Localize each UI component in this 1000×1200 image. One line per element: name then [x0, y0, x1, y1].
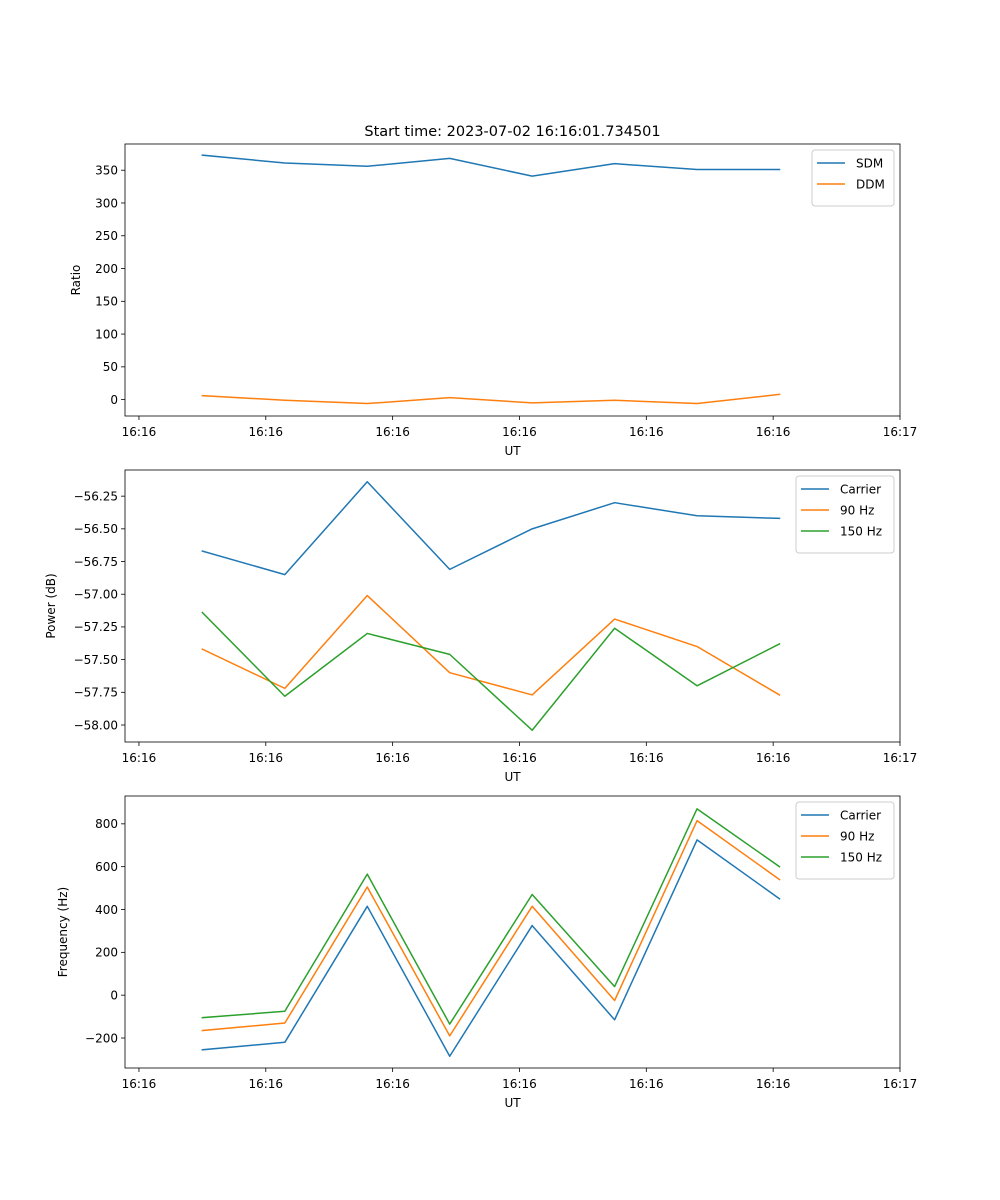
series-line-150-hz	[201, 611, 781, 731]
panel-1: 16:16 16:16 16:16 16:16 16:16 16:16 16:17 0 50 10…	[69, 143, 918, 458]
legend-box	[811, 149, 895, 207]
legend: Carrier 90 Hz 150 Hz	[795, 801, 895, 880]
legend-label: 90 Hz	[840, 830, 874, 844]
y-tick-label: 50	[103, 360, 118, 374]
y-tick-label: 400	[95, 903, 118, 917]
x-tick-label: 16:16	[756, 751, 791, 765]
y-tick-label: 800	[95, 817, 118, 831]
x-tick-label: 16:16	[502, 1077, 537, 1091]
series-line-90-hz	[201, 819, 781, 1037]
legend-label: Carrier	[840, 809, 881, 823]
x-tick-label: 16:16	[122, 751, 157, 765]
legend-label: Carrier	[840, 483, 881, 497]
y-tick-label: 600	[95, 860, 118, 874]
y-tick-label: −58.00	[74, 718, 118, 732]
y-tick-label: 200	[95, 262, 118, 276]
x-axis-label: UT	[504, 1096, 521, 1110]
x-tick-label: 16:16	[629, 425, 664, 439]
y-tick-label: −57.50	[74, 653, 118, 667]
legend-box	[795, 475, 895, 554]
x-tick-label: 16:16	[502, 751, 537, 765]
y-tick-label: 200	[95, 946, 118, 960]
series-line-carrier	[201, 481, 781, 576]
y-tick-label: −56.25	[74, 489, 118, 503]
x-tick-label: 16:16	[629, 1077, 664, 1091]
x-tick-label: 16:17	[883, 1077, 918, 1091]
legend-label: 150 Hz	[840, 525, 882, 539]
y-tick-label: 350	[95, 164, 118, 178]
x-tick-label: 16:16	[122, 1077, 157, 1091]
x-tick-label: 16:16	[502, 425, 537, 439]
series-line-90-hz	[201, 594, 781, 696]
x-tick-label: 16:16	[375, 751, 410, 765]
y-tick-label: −57.00	[74, 588, 118, 602]
x-tick-label: 16:16	[375, 1077, 410, 1091]
legend-label: SDM	[856, 157, 883, 171]
y-tick-label: −200	[85, 1031, 118, 1045]
y-tick-label: 100	[95, 327, 118, 341]
x-tick-label: 16:16	[248, 425, 283, 439]
y-tick-label: 0	[110, 393, 118, 407]
x-tick-label: 16:16	[248, 751, 283, 765]
legend-box	[795, 801, 895, 880]
x-tick-label: 16:16	[756, 1077, 791, 1091]
y-tick-label: 300	[95, 196, 118, 210]
panel-3: 16:16 16:16 16:16 16:16 16:16 16:16 16:17 −200 0…	[56, 795, 918, 1110]
series-line-ddm	[201, 393, 781, 405]
y-axis-label: Power (dB)	[44, 573, 58, 638]
x-tick-label: 16:16	[629, 751, 664, 765]
chart-title: Start time: 2023-07-02 16:16:01.734501	[364, 124, 660, 140]
y-tick-label: −56.50	[74, 522, 118, 536]
legend: SDM DDM	[811, 149, 895, 207]
series-line-carrier	[201, 839, 781, 1057]
y-axis-label: Frequency (Hz)	[56, 887, 70, 978]
x-tick-label: 16:16	[122, 425, 157, 439]
x-tick-label: 16:16	[248, 1077, 283, 1091]
x-tick-label: 16:17	[883, 425, 918, 439]
y-tick-label: 0	[110, 988, 118, 1002]
y-tick-label: −56.75	[74, 555, 118, 569]
series-line-150-hz	[201, 808, 781, 1025]
y-tick-label: 250	[95, 229, 118, 243]
axes-frame	[124, 469, 901, 743]
legend-label: 150 Hz	[840, 851, 882, 865]
x-axis-label: UT	[504, 770, 521, 784]
panel-2: 16:16 16:16 16:16 16:16 16:16 16:16 16:17 −58.0…	[44, 469, 918, 784]
x-axis-label: UT	[504, 444, 521, 458]
y-tick-label: −57.75	[74, 686, 118, 700]
y-tick-label: −57.25	[74, 620, 118, 634]
x-tick-label: 16:16	[756, 425, 791, 439]
x-tick-label: 16:17	[883, 751, 918, 765]
x-tick-label: 16:16	[375, 425, 410, 439]
axes-frame	[124, 143, 901, 417]
legend-label: 90 Hz	[840, 504, 874, 518]
axes-frame	[124, 795, 901, 1069]
legend-label: DDM	[856, 178, 885, 192]
y-tick-label: 150	[95, 295, 118, 309]
legend: Carrier 90 Hz 150 Hz	[795, 475, 895, 554]
y-axis-label: Ratio	[69, 265, 83, 296]
series-line-sdm	[201, 154, 781, 177]
